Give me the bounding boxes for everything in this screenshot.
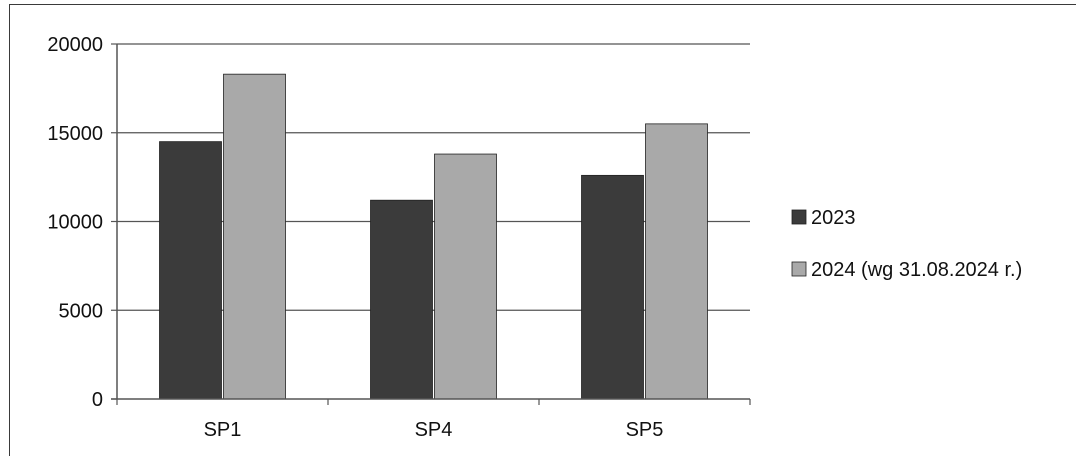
y-tick-label: 15000 (47, 123, 103, 145)
bars (159, 73, 708, 400)
y-tick-label: 10000 (47, 212, 103, 234)
y-tick-label: 5000 (59, 300, 104, 322)
x-tick-label: SP4 (415, 419, 453, 441)
bar-sp1-series-1 (223, 73, 286, 400)
legend-swatch-0 (791, 209, 807, 225)
axes (111, 43, 751, 405)
legend-label-1: 2024 (wg 31.08.2024 r.) (811, 259, 1022, 281)
bar-sp4-series-1 (434, 153, 497, 400)
y-tick-label: 0 (92, 389, 103, 411)
chart-frame (9, 4, 1076, 456)
legend-swatch-1 (791, 261, 807, 277)
bar-sp4-series-0 (370, 199, 433, 400)
legend-label-0: 2023 (811, 207, 856, 229)
bar-sp5-series-0 (581, 174, 644, 400)
x-tick-label: SP5 (626, 419, 664, 441)
x-tick-label: SP1 (204, 419, 242, 441)
tick-labels: 0 5000 10000 15000 20000 SP1 SP4 SP5 (47, 34, 663, 441)
y-tick-label: 20000 (47, 34, 103, 56)
bar-sp5-series-1 (645, 123, 708, 400)
gridlines (117, 43, 750, 311)
bar-sp1-series-0 (159, 141, 222, 400)
legend: 2023 2024 (wg 31.08.2024 r.) (791, 207, 1022, 281)
